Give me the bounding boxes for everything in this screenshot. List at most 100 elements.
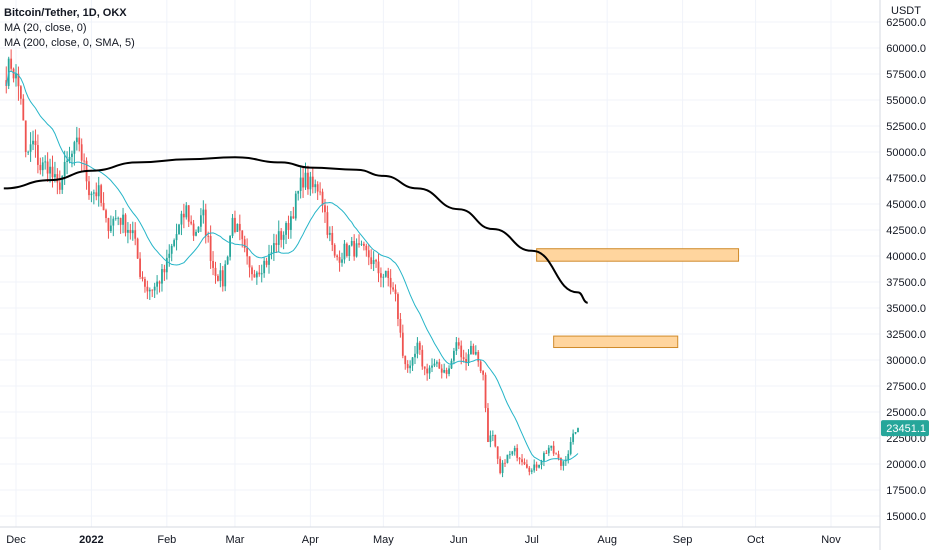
candle-body [319, 191, 322, 193]
candle-body [75, 137, 78, 143]
candle-body [467, 354, 470, 363]
price-tick-label: 42500.0 [886, 225, 926, 237]
candle-body [321, 191, 324, 206]
candle-body [165, 257, 168, 273]
supply-zones[interactable] [536, 248, 740, 349]
candle-body [24, 120, 27, 152]
candle-body [370, 257, 373, 265]
candle-body [406, 364, 409, 369]
candle-body [78, 137, 81, 145]
candle-body [324, 205, 326, 213]
price-zone[interactable] [536, 248, 740, 262]
candle-body [5, 80, 8, 86]
candle-body [212, 260, 214, 268]
candle-body [95, 192, 98, 197]
candle-body [562, 461, 565, 466]
candle-body [49, 166, 51, 174]
candle-body [190, 221, 193, 224]
ma20-legend-label[interactable]: MA (20, close, 0) [4, 22, 87, 34]
candle-body [377, 261, 380, 274]
candle-body [146, 286, 149, 292]
time-tick-label: Jul [525, 534, 539, 546]
candle-body [528, 467, 531, 472]
candle-body [304, 172, 307, 188]
candle-body [100, 185, 103, 203]
candle-body [251, 267, 253, 275]
candle-body [270, 252, 273, 255]
candle-body [22, 98, 25, 121]
candle-body [557, 454, 560, 459]
chart-grid [0, 0, 880, 527]
symbol-title[interactable]: Bitcoin/Tether, 1D, OKX [4, 7, 127, 19]
candle-body [382, 276, 385, 278]
candle-body [243, 239, 246, 249]
candle-body [97, 185, 100, 197]
candle-body [258, 272, 261, 275]
time-tick-label: May [373, 534, 394, 546]
candle-body [365, 245, 368, 251]
candle-body [83, 160, 86, 162]
candle-body [92, 192, 95, 194]
candle-body [577, 428, 579, 433]
time-tick-label: Jun [450, 534, 468, 546]
candle-body [496, 446, 499, 459]
candle-body [299, 177, 302, 191]
candle-body [178, 224, 180, 235]
candle-body [560, 458, 562, 466]
price-tick-label: 25000.0 [886, 407, 926, 419]
time-tick-label: Dec [6, 534, 26, 546]
price-tick-label: 50000.0 [886, 147, 926, 159]
candle-body [511, 451, 514, 455]
candle-body [114, 217, 117, 219]
price-tick-label: 20000.0 [886, 459, 926, 471]
candle-body [535, 464, 538, 468]
candle-body [17, 73, 20, 87]
candle-body [521, 459, 523, 463]
candle-body [477, 351, 480, 362]
candle-body [399, 319, 402, 333]
price-axis[interactable]: USDT15000.017500.020000.022500.025000.02… [879, 0, 932, 550]
candle-body [309, 176, 312, 190]
price-tick-label: 32500.0 [886, 329, 926, 341]
time-tick-label: Sep [673, 534, 693, 546]
time-axis[interactable]: Dec 2022 Feb Mar Apr May Jun Jul Aug Sep Oct Nov [0, 526, 880, 546]
last-price-badge-bg [881, 420, 929, 437]
candle-body [540, 460, 543, 465]
candle-body [229, 235, 231, 257]
candle-body [255, 272, 258, 278]
candle-body [523, 462, 526, 465]
candle-body [221, 270, 224, 287]
candle-body [462, 357, 465, 359]
candle-body [263, 260, 266, 274]
candle-body [131, 230, 134, 234]
candle-body [294, 193, 297, 219]
candle-body [440, 368, 443, 373]
candle-body [341, 259, 343, 263]
candle-body [56, 174, 59, 183]
candle-body [109, 225, 112, 232]
candle-body [547, 447, 550, 454]
price-zone[interactable] [553, 335, 679, 349]
candle-body [219, 270, 222, 281]
ma20-path [5, 70, 579, 463]
candle-body [392, 287, 394, 290]
candle-body [112, 218, 115, 226]
candle-body [307, 172, 309, 190]
candle-body [246, 248, 249, 257]
candle-body [19, 86, 22, 99]
candle-body [360, 243, 363, 245]
candle-body [117, 217, 120, 219]
candle-body [90, 193, 93, 196]
price-tick-label: 45000.0 [886, 199, 926, 211]
candle-body [416, 342, 419, 354]
price-tick-label: 57500.0 [886, 69, 926, 81]
ma20-line [5, 70, 579, 463]
candle-body [182, 213, 185, 218]
candle-body [241, 230, 244, 240]
price-tick-label: 17500.0 [886, 485, 926, 497]
ma200-legend-label[interactable]: MA (200, close, 0, SMA, 5) [4, 37, 135, 49]
candle-body [411, 357, 414, 366]
candle-body [44, 161, 47, 163]
candle-body [297, 190, 300, 194]
